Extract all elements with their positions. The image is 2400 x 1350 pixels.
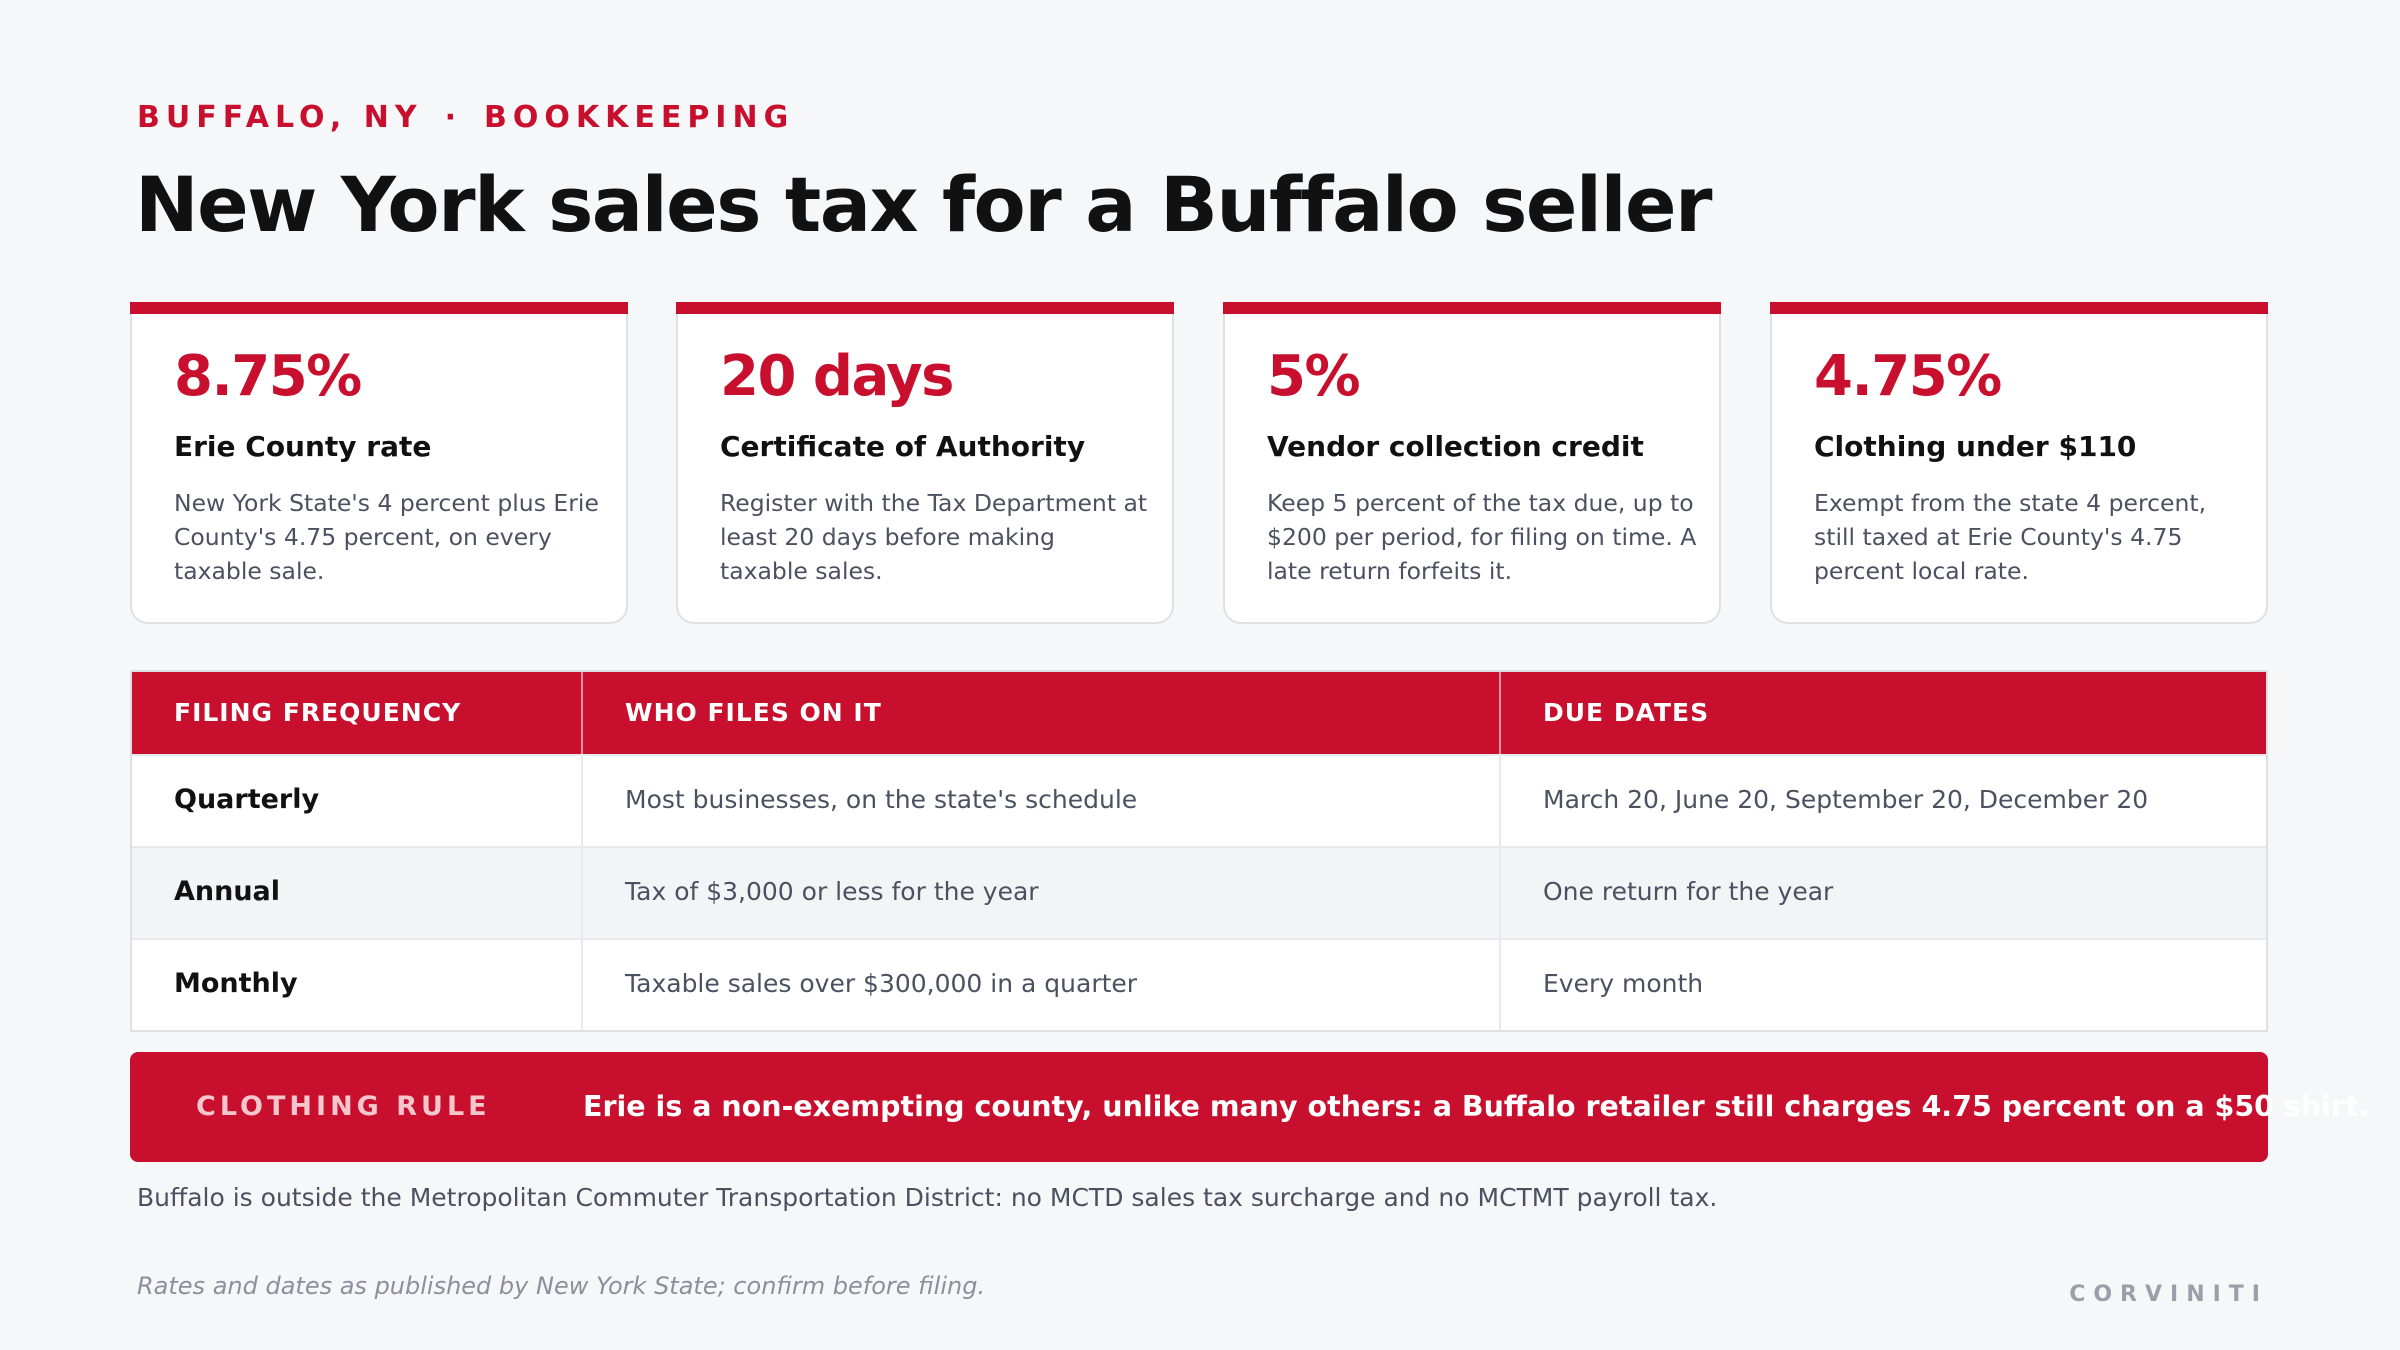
column-header-frequency: FILING FREQUENCY [174,698,462,727]
eyebrow: BUFFALO, NY · BOOKKEEPING [137,100,794,135]
brand-wordmark: CORVINITI [2069,1282,2268,1307]
table-row: Monthly Taxable sales over $300,000 in a… [132,938,2266,1030]
card-stat: 5% [1267,344,1361,409]
column-header-due: DUE DATES [1499,672,2266,754]
card-accent-bar [1223,302,1721,314]
card-accent-bar [130,302,628,314]
page-title: New York sales tax for a Buffalo seller [135,160,1713,249]
eyebrow-topic: BOOKKEEPING [483,100,795,135]
card-stat: 4.75% [1814,344,2002,409]
cell-due: One return for the year [1499,848,2266,938]
cell-due: March 20, June 20, September 20, Decembe… [1499,756,2266,846]
cell-who: Taxable sales over $300,000 in a quarter [581,940,1499,1030]
mctd-note: Buffalo is outside the Metropolitan Comm… [137,1183,1718,1212]
card-body: Register with the Tax Department at leas… [720,489,1148,585]
card-body: Keep 5 percent of the tax due, up to $20… [1267,489,1697,585]
card-heading: Clothing under $110 [1814,430,2137,463]
clothing-rule-banner: CLOTHING RULE Erie is a non-exempting co… [130,1052,2369,1162]
stat-cards: 8.75% Erie County rate New York State's … [130,302,2268,624]
footer-disclaimer: Rates and dates as published by New York… [137,1272,986,1300]
eyebrow-separator: · [444,100,462,135]
banner-text: Erie is a non-exempting county, unlike m… [583,1090,2370,1123]
cell-frequency: Quarterly [174,784,320,815]
cell-who: Tax of $3,000 or less for the year [581,848,1499,938]
stat-card-clothing: 4.75% Clothing under $110 Exempt from th… [1770,302,2268,624]
card-heading: Certificate of Authority [720,430,1086,463]
filing-table: FILING FREQUENCY WHO FILES ON IT DUE DAT… [130,670,2268,1032]
card-body: New York State's 4 percent plus Erie Cou… [174,489,599,585]
cell-who: Most businesses, on the state's schedule [581,756,1499,846]
cell-frequency: Annual [174,876,281,907]
stat-card-rate: 8.75% Erie County rate New York State's … [130,302,628,624]
card-heading: Vendor collection credit [1267,430,1644,463]
card-accent-bar [676,302,1174,314]
card-accent-bar [1770,302,2268,314]
table-row: Quarterly Most businesses, on the state'… [132,754,2266,846]
eyebrow-location: BUFFALO, NY [137,100,423,135]
card-heading: Erie County rate [174,430,432,463]
table-header: FILING FREQUENCY WHO FILES ON IT DUE DAT… [132,672,2266,754]
cell-due: Every month [1499,940,2266,1030]
table-row: Annual Tax of $3,000 or less for the yea… [132,846,2266,938]
stat-card-vendor-credit: 5% Vendor collection credit Keep 5 perce… [1223,302,1721,624]
card-body: Exempt from the state 4 percent, still t… [1814,489,2207,585]
card-stat: 20 days [720,344,954,409]
cell-frequency: Monthly [174,968,298,999]
card-stat: 8.75% [174,344,362,409]
banner-label: CLOTHING RULE [196,1091,491,1122]
column-header-who: WHO FILES ON IT [581,672,1499,754]
stat-card-certificate: 20 days Certificate of Authority Registe… [676,302,1174,624]
